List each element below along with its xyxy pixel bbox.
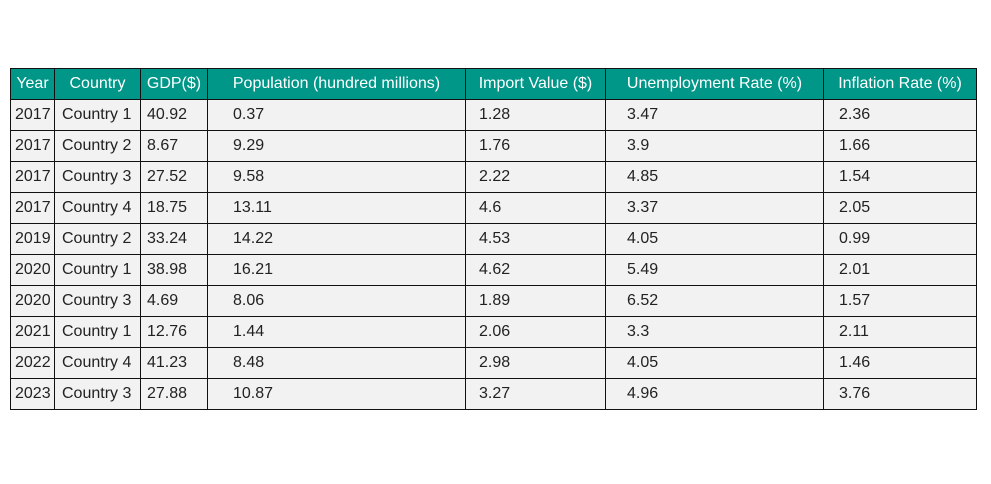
year-cell: 2017 (10, 130, 55, 162)
import-value-cell: 4.62 (465, 254, 606, 286)
population-cell: 10.87 (207, 378, 466, 410)
inflation-rate-cell: 2.01 (823, 254, 977, 286)
inflation-rate-cell: 0.99 (823, 223, 977, 255)
population-cell: 9.29 (207, 130, 466, 162)
unemployment-rate-cell: 3.9 (605, 130, 824, 162)
table-body: 2017 Country 1 40.92 0.37 1.28 3.47 2.36 2017 Co… (10, 99, 977, 410)
gdp-cell: 12.76 (140, 316, 208, 348)
inflation-rate-cell: 2.05 (823, 192, 977, 224)
unemployment-rate-cell: 4.05 (605, 347, 824, 379)
table-row: 2023 Country 3 27.88 10.87 3.27 4.96 3.76 (10, 378, 977, 410)
inflation-rate-cell: 1.57 (823, 285, 977, 317)
unemployment-rate-cell: 4.05 (605, 223, 824, 255)
population-cell: 1.44 (207, 316, 466, 348)
inflation-rate-cell: 3.76 (823, 378, 977, 410)
header-country: Country (54, 68, 141, 100)
header-gdp: GDP($) (140, 68, 208, 100)
unemployment-rate-cell: 6.52 (605, 285, 824, 317)
inflation-rate-cell: 1.54 (823, 161, 977, 193)
table-header: Year Country GDP($) Population (hundred … (10, 68, 977, 100)
unemployment-rate-cell: 3.3 (605, 316, 824, 348)
country-cell: Country 2 (54, 223, 141, 255)
gdp-cell: 27.88 (140, 378, 208, 410)
header-row: Year Country GDP($) Population (hundred … (10, 68, 977, 100)
country-cell: Country 1 (54, 316, 141, 348)
population-cell: 14.22 (207, 223, 466, 255)
table-row: 2017 Country 4 18.75 13.11 4.6 3.37 2.05 (10, 192, 977, 224)
import-value-cell: 3.27 (465, 378, 606, 410)
gdp-cell: 8.67 (140, 130, 208, 162)
population-cell: 16.21 (207, 254, 466, 286)
header-import-value: Import Value ($) (465, 68, 606, 100)
country-cell: Country 4 (54, 192, 141, 224)
unemployment-rate-cell: 4.96 (605, 378, 824, 410)
inflation-rate-cell: 2.11 (823, 316, 977, 348)
import-value-cell: 2.06 (465, 316, 606, 348)
import-value-cell: 2.98 (465, 347, 606, 379)
country-cell: Country 2 (54, 130, 141, 162)
unemployment-rate-cell: 3.37 (605, 192, 824, 224)
gdp-cell: 38.98 (140, 254, 208, 286)
year-cell: 2019 (10, 223, 55, 255)
gdp-cell: 27.52 (140, 161, 208, 193)
population-cell: 8.06 (207, 285, 466, 317)
header-population: Population (hundred millions) (207, 68, 466, 100)
data-table: Year Country GDP($) Population (hundred … (10, 68, 977, 410)
gdp-cell: 40.92 (140, 99, 208, 131)
inflation-rate-cell: 1.46 (823, 347, 977, 379)
country-cell: Country 3 (54, 378, 141, 410)
year-cell: 2017 (10, 192, 55, 224)
population-cell: 13.11 (207, 192, 466, 224)
table-row: 2017 Country 2 8.67 9.29 1.76 3.9 1.66 (10, 130, 977, 162)
import-value-cell: 1.89 (465, 285, 606, 317)
population-cell: 9.58 (207, 161, 466, 193)
header-year: Year (10, 68, 55, 100)
unemployment-rate-cell: 4.85 (605, 161, 824, 193)
unemployment-rate-cell: 5.49 (605, 254, 824, 286)
gdp-cell: 4.69 (140, 285, 208, 317)
population-cell: 0.37 (207, 99, 466, 131)
year-cell: 2017 (10, 99, 55, 131)
country-cell: Country 3 (54, 161, 141, 193)
header-inflation-rate: Inflation Rate (%) (823, 68, 977, 100)
year-cell: 2022 (10, 347, 55, 379)
country-cell: Country 1 (54, 254, 141, 286)
table-row: 2021 Country 1 12.76 1.44 2.06 3.3 2.11 (10, 316, 977, 348)
gdp-cell: 33.24 (140, 223, 208, 255)
table-row: 2020 Country 1 38.98 16.21 4.62 5.49 2.01 (10, 254, 977, 286)
year-cell: 2020 (10, 254, 55, 286)
table-row: 2020 Country 3 4.69 8.06 1.89 6.52 1.57 (10, 285, 977, 317)
inflation-rate-cell: 1.66 (823, 130, 977, 162)
country-cell: Country 1 (54, 99, 141, 131)
gdp-cell: 18.75 (140, 192, 208, 224)
population-cell: 8.48 (207, 347, 466, 379)
unemployment-rate-cell: 3.47 (605, 99, 824, 131)
import-value-cell: 1.28 (465, 99, 606, 131)
import-value-cell: 4.53 (465, 223, 606, 255)
country-cell: Country 3 (54, 285, 141, 317)
table-row: 2017 Country 1 40.92 0.37 1.28 3.47 2.36 (10, 99, 977, 131)
country-cell: Country 4 (54, 347, 141, 379)
header-unemployment-rate: Unemployment Rate (%) (605, 68, 824, 100)
table-row: 2022 Country 4 41.23 8.48 2.98 4.05 1.46 (10, 347, 977, 379)
year-cell: 2020 (10, 285, 55, 317)
year-cell: 2017 (10, 161, 55, 193)
year-cell: 2023 (10, 378, 55, 410)
table-row: 2017 Country 3 27.52 9.58 2.22 4.85 1.54 (10, 161, 977, 193)
year-cell: 2021 (10, 316, 55, 348)
table-row: 2019 Country 2 33.24 14.22 4.53 4.05 0.99 (10, 223, 977, 255)
gdp-cell: 41.23 (140, 347, 208, 379)
import-value-cell: 2.22 (465, 161, 606, 193)
inflation-rate-cell: 2.36 (823, 99, 977, 131)
import-value-cell: 4.6 (465, 192, 606, 224)
import-value-cell: 1.76 (465, 130, 606, 162)
